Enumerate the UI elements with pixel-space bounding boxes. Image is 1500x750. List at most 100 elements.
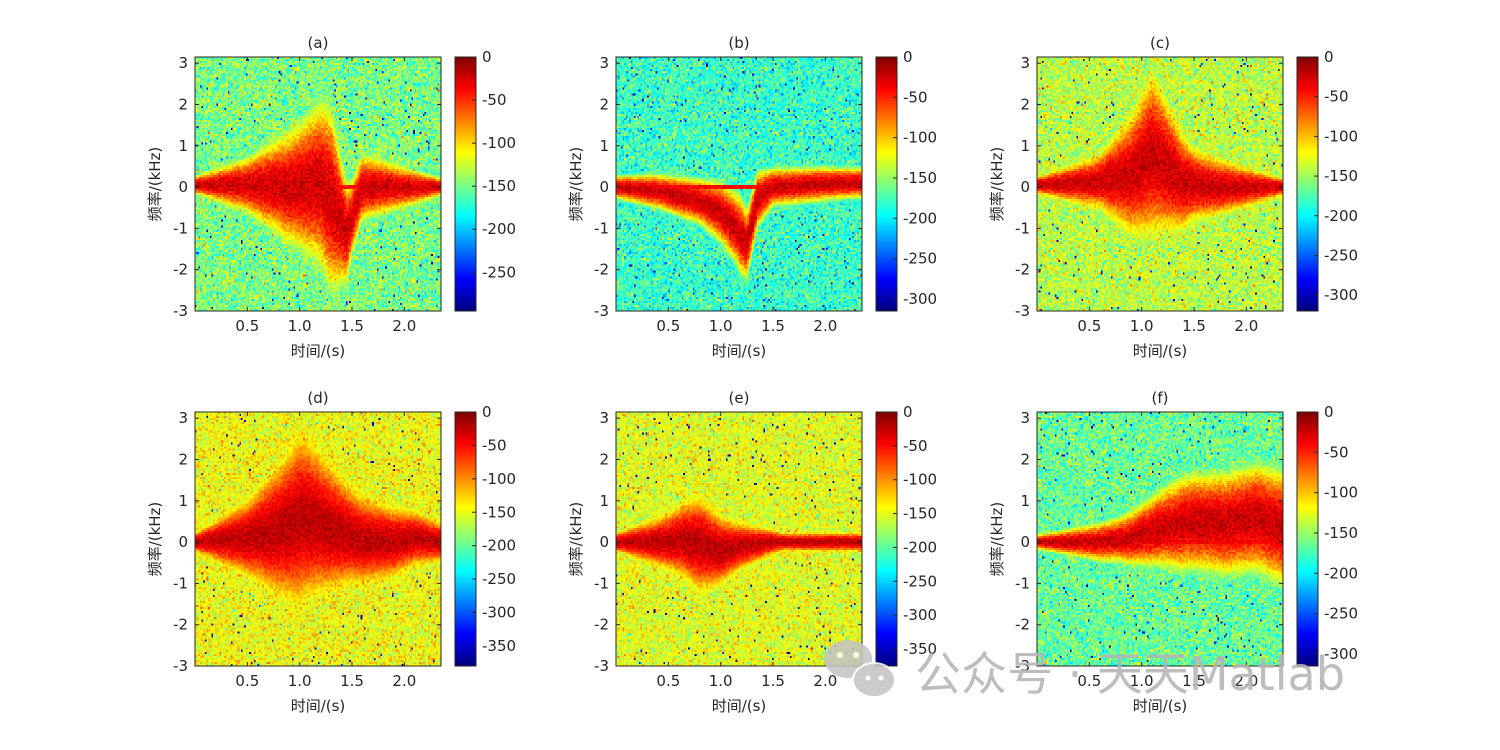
colorbar-box bbox=[1296, 56, 1319, 312]
subplot-title: (e) bbox=[729, 389, 750, 407]
x-tick-label: 1.5 bbox=[761, 672, 785, 690]
y-tick-label: -1 bbox=[1015, 219, 1030, 237]
x-tick-label: 1.0 bbox=[1130, 672, 1154, 690]
colorbar-tick-label: -300 bbox=[903, 606, 937, 624]
x-tick-label: 1.5 bbox=[1182, 317, 1206, 335]
y-tick-label: -1 bbox=[173, 219, 188, 237]
y-tick-label: -2 bbox=[173, 616, 188, 634]
y-tick-label: 2 bbox=[599, 95, 609, 113]
y-tick-label: -3 bbox=[1015, 302, 1030, 320]
colorbar-tick-label: -250 bbox=[1324, 246, 1358, 264]
colorbar-tick-label: 0 bbox=[903, 403, 913, 421]
subplot-grid: 0.5 1.0 1.5 2.0-3-2-10123(a)时间/(s)频率/(kHz)0… bbox=[146, 34, 1358, 715]
x-tick-label: 2.0 bbox=[1234, 317, 1258, 335]
y-tick-label: 3 bbox=[1020, 409, 1030, 427]
colorbar-tick-label: -150 bbox=[1324, 167, 1358, 185]
x-tick-label: 0.5 bbox=[656, 317, 680, 335]
spectrogram-image bbox=[1037, 57, 1283, 311]
subplot-d: 0.5 1.0 1.5 2.0 -3 -2 -1 0 1 2 3 (d) 时间/(s) 频率/(kHz) 0… bbox=[146, 389, 516, 715]
y-axis-label: 频率/(kHz) bbox=[988, 147, 1006, 222]
subplot-e: 0.5 1.0 1.5 2.0 -3 -2 -1 0 1 2 3 (e) 时间/(s) 频率/(kHz) 0… bbox=[567, 389, 937, 715]
x-axis-label: 时间/(s) bbox=[1133, 697, 1188, 715]
y-tick-label: -1 bbox=[594, 574, 609, 592]
y-tick-label: 3 bbox=[599, 409, 609, 427]
y-axis-label: 频率/(kHz) bbox=[567, 502, 585, 577]
y-tick-label: -1 bbox=[594, 219, 609, 237]
y-tick-label: -3 bbox=[1015, 657, 1030, 675]
colorbar-gradient bbox=[1297, 57, 1318, 311]
y-tick-label: 0 bbox=[599, 178, 609, 196]
y-tick-label: 1 bbox=[599, 492, 609, 510]
x-tick-label: 2.0 bbox=[813, 317, 837, 335]
colorbar-tick-label: -100 bbox=[482, 134, 516, 152]
colorbar-tick-label: -300 bbox=[482, 604, 516, 622]
y-tick-label: -3 bbox=[173, 302, 188, 320]
colorbar-tick-label: -250 bbox=[482, 263, 516, 281]
colorbar-tick-label: 0 bbox=[1324, 48, 1334, 66]
y-tick-label: 2 bbox=[178, 95, 188, 113]
colorbar-tick-label: -200 bbox=[1324, 564, 1358, 582]
colorbar-tick-label: -100 bbox=[903, 129, 937, 147]
colorbar-tick-label: -300 bbox=[1324, 286, 1358, 304]
x-axis-label: 时间/(s) bbox=[1133, 342, 1188, 360]
colorbar-tick-label: 0 bbox=[1324, 403, 1334, 421]
y-tick-label: -2 bbox=[594, 616, 609, 634]
x-tick-label: 0.5 bbox=[656, 672, 680, 690]
spectrogram-image bbox=[195, 57, 441, 311]
colorbar-tick-label: -250 bbox=[903, 250, 937, 268]
colorbar-tick-label: -50 bbox=[482, 436, 507, 454]
colorbar-tick-label: -250 bbox=[1324, 605, 1358, 623]
y-axis-label: 频率/(kHz) bbox=[988, 502, 1006, 577]
axes-box bbox=[1036, 56, 1284, 312]
y-tick-label: -2 bbox=[1015, 261, 1030, 279]
colorbar-tick-label: 0 bbox=[482, 403, 492, 421]
x-tick-label: 1.0 bbox=[288, 672, 312, 690]
x-tick-label: 1.5 bbox=[761, 317, 785, 335]
colorbar-tick-label: -100 bbox=[1324, 484, 1358, 502]
spectrogram-image bbox=[616, 57, 862, 311]
y-tick-label: 1 bbox=[599, 137, 609, 155]
y-tick-label: 1 bbox=[178, 492, 188, 510]
y-tick-label: 3 bbox=[178, 409, 188, 427]
y-tick-label: 0 bbox=[178, 533, 188, 551]
y-tick-label: -1 bbox=[173, 574, 188, 592]
x-tick-label: 1.5 bbox=[340, 672, 364, 690]
subplot-title: (f) bbox=[1152, 389, 1169, 407]
colorbar-tick-label: -50 bbox=[903, 88, 928, 106]
x-tick-label: 0.5 bbox=[235, 317, 259, 335]
x-tick-label: 1.5 bbox=[340, 317, 364, 335]
colorbar-box bbox=[875, 56, 898, 312]
x-tick-label: 0.5 bbox=[1077, 317, 1101, 335]
colorbar-tick-label: -50 bbox=[482, 91, 507, 109]
subplot-title: (b) bbox=[728, 34, 749, 52]
colorbar-tick-label: -150 bbox=[903, 169, 937, 187]
x-tick-label: 2.0 bbox=[1234, 672, 1258, 690]
subplot-title: (c) bbox=[1150, 34, 1170, 52]
axes-box bbox=[194, 411, 442, 667]
colorbar-tick-label: 0 bbox=[903, 48, 913, 66]
colorbar-tick-label: -200 bbox=[903, 209, 937, 227]
colorbar-gradient bbox=[455, 57, 476, 311]
x-tick-label: 0.5 bbox=[1077, 672, 1101, 690]
y-tick-label: 2 bbox=[1020, 450, 1030, 468]
colorbar-tick-label: -150 bbox=[903, 505, 937, 523]
y-tick-label: -2 bbox=[594, 261, 609, 279]
spectrogram-image bbox=[1037, 412, 1283, 666]
colorbar-tick-label: -100 bbox=[1324, 127, 1358, 145]
axes-box bbox=[1036, 411, 1284, 667]
colorbar-tick-label: -50 bbox=[1324, 443, 1349, 461]
y-tick-label: -3 bbox=[594, 302, 609, 320]
y-tick-label: 0 bbox=[178, 178, 188, 196]
colorbar-tick-label: -200 bbox=[903, 538, 937, 556]
colorbar-tick-label: -50 bbox=[903, 437, 928, 455]
x-axis-label: 时间/(s) bbox=[712, 342, 767, 360]
y-tick-label: 0 bbox=[1020, 178, 1030, 196]
colorbar-tick-label: -350 bbox=[903, 640, 937, 658]
subplot-f: 0.5 1.0 1.5 2.0 -3 -2 -1 0 1 2 3 (f) 时间/(s) 频率/(kHz) 0… bbox=[988, 389, 1358, 715]
colorbar-tick-label: -150 bbox=[482, 503, 516, 521]
x-axis-label: 时间/(s) bbox=[712, 697, 767, 715]
spectrogram-image bbox=[195, 412, 441, 666]
y-axis-label: 频率/(kHz) bbox=[146, 502, 164, 577]
colorbar-tick-label: -200 bbox=[1324, 207, 1358, 225]
